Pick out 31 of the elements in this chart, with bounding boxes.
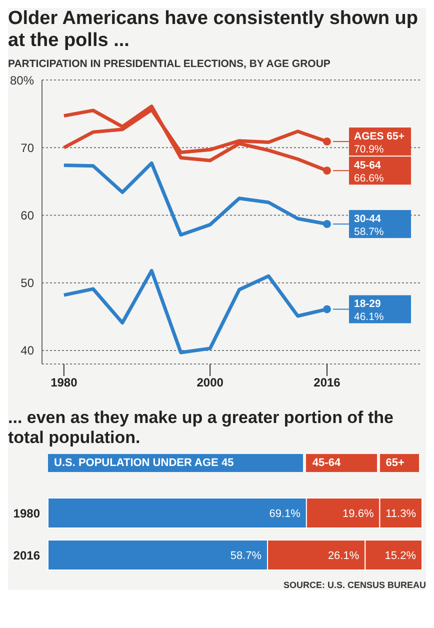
x-tick-label: 1980 <box>50 376 78 390</box>
source-note: SOURCE: U.S. CENSUS BUREAU <box>282 580 426 590</box>
y-tick-label: 50 <box>20 276 34 290</box>
chart-title: Older Americans have consistently shown up at the polls ... <box>8 8 420 52</box>
data-label: 58.7% <box>230 550 262 562</box>
data-label: 46.1% <box>354 311 384 324</box>
data-label: 58.7% <box>354 226 384 238</box>
data-label: 26.1% <box>328 550 360 562</box>
data-label: 69.1% <box>269 508 301 520</box>
x-tick-label: 2016 <box>314 376 341 390</box>
chart-subtitle: PARTICIPATION IN PRESIDENTIAL ELECTIONS, BY AGE GROUP <box>8 58 332 70</box>
data-label: 66.6% <box>354 172 384 185</box>
y-tick-label: 70 <box>20 140 34 155</box>
text: 18-29 <box>354 298 382 310</box>
y-tick-label: 1980 <box>13 506 40 520</box>
text: U.S. POPULATION UNDER AGE 45 <box>48 454 304 472</box>
text: 45-64 <box>354 160 382 172</box>
data-label: 19.6% <box>342 508 374 520</box>
text: 65+ <box>380 454 419 472</box>
data-label: 70.9% <box>354 144 384 156</box>
y-tick-label: 40 <box>20 344 34 358</box>
text: AGES 65+ <box>354 130 404 143</box>
text: 30-44 <box>354 213 382 226</box>
y-tick-label: 60 <box>20 208 34 222</box>
y-tick-label: 2016 <box>13 548 40 562</box>
data-label: 15.2% <box>384 550 416 562</box>
x-tick-label: 2000 <box>196 376 224 390</box>
y-tick-label: 80% <box>10 73 34 88</box>
data-label: 11.3% <box>386 508 416 520</box>
chart-title: ... even as they make up a greater portion of the total population. <box>8 408 394 448</box>
text: 45-64 <box>306 454 377 472</box>
